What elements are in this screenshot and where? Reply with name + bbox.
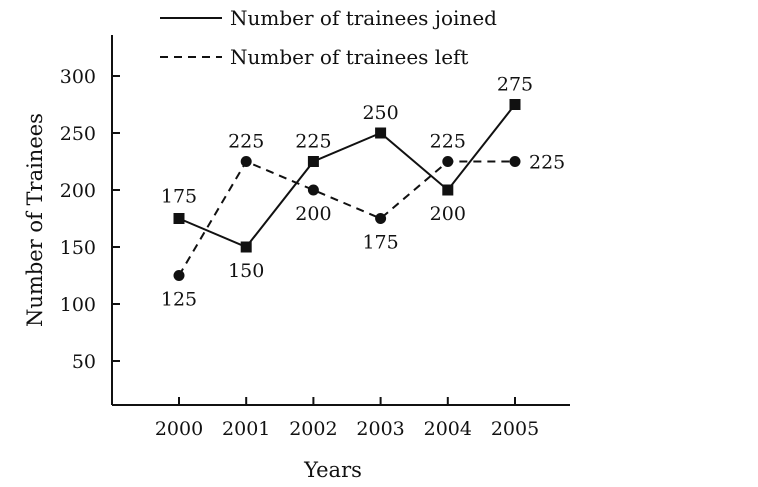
series-line-left [178,160,515,277]
data-point-left [240,156,252,167]
y-axis-title: Number of Trainees [23,113,47,327]
data-point-left [509,156,521,167]
data-label-left: 225 [228,131,264,153]
axes [111,35,570,406]
data-label-joined: 150 [228,260,264,282]
y-tick-label: 150 [60,237,96,259]
y-tick-label: 50 [72,351,96,373]
data-point-joined [442,184,454,196]
legend: Number of trainees joined Number of trai… [160,6,497,69]
x-tick-label: 2000 [155,418,203,440]
data-label-joined: 200 [430,203,466,225]
series-line-joined [178,103,516,249]
data-point-left [375,213,387,224]
x-tick-label: 2001 [222,418,270,440]
data-point-left [173,270,185,281]
y-tick-label: 300 [60,66,96,88]
y-ticks: 50 100 150 200 250 300 [60,66,120,373]
data-point-left [442,156,454,167]
data-point-joined [509,99,521,110]
x-tick-label: 2002 [289,418,337,440]
y-tick-label: 200 [60,180,96,202]
y-tick-label: 250 [60,123,96,145]
x-tick-label: 2005 [491,418,539,440]
data-label-left: 225 [430,131,466,153]
data-label-joined: 175 [161,186,197,208]
series-left: 125 225 200 175 225 225 [161,131,565,311]
data-label-left: 125 [161,289,197,311]
series-joined: 175 150 225 250 200 275 [161,74,533,283]
data-point-joined [173,213,185,224]
x-ticks: 2000 2001 2002 2003 2004 2005 [155,397,539,440]
y-tick-label: 100 [60,294,96,316]
legend-label-joined: Number of trainees joined [230,6,497,30]
data-label-left: 225 [529,152,565,174]
x-tick-label: 2003 [356,418,404,440]
x-tick-label: 2004 [424,418,472,440]
data-point-joined [375,127,387,139]
data-label-joined: 275 [497,74,533,96]
data-label-joined: 250 [362,102,398,124]
series-layer: 175 150 225 250 200 275 125 225 200 175 225 225 [161,74,565,311]
x-axis-title: Years [303,458,362,482]
data-label-joined: 225 [295,131,331,153]
data-point-left [307,184,319,196]
data-label-left: 175 [362,232,398,254]
data-point-joined [307,156,319,167]
data-point-joined [240,241,252,253]
data-label-left: 200 [295,203,331,225]
legend-label-left: Number of trainees left [230,45,468,69]
